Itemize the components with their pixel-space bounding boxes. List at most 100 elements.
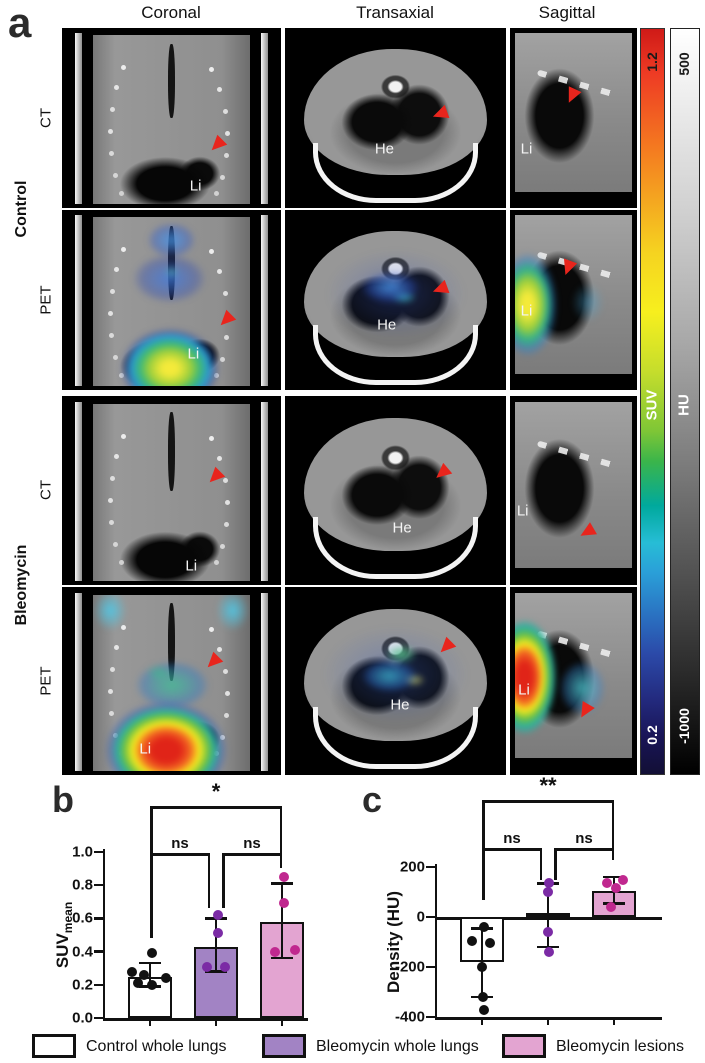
column-header-sagittal: Sagittal (538, 3, 596, 22)
c-data-point-0 (485, 938, 495, 949)
c-y-axis (434, 864, 437, 1020)
image-bleomycin-pet-coronal: Li (62, 587, 281, 775)
b-y-tick-label: 0.4 (72, 943, 93, 961)
c-sig-bracket-leg (611, 848, 614, 860)
b-data-point-1 (220, 961, 230, 972)
c-sig-label: ** (539, 773, 557, 798)
b-x-axis (102, 1018, 308, 1021)
hu-colorbar (670, 28, 700, 775)
c-sig-bracket (482, 848, 542, 851)
scanner-bed-arc (312, 707, 479, 770)
legend-label-bleomycin-lungs: Bleomycin whole lungs (316, 1038, 479, 1055)
c-y-tick-label: 0 (416, 908, 425, 926)
c-data-point-1 (544, 878, 554, 889)
hu-colorbar-min: -1000 (676, 708, 692, 744)
image-control-ct-sagittal: Li (510, 28, 637, 208)
b-y-tick (94, 917, 103, 920)
b-data-point-1 (202, 961, 212, 972)
b-error-bar-2 (280, 883, 284, 959)
c-data-point-0 (479, 922, 489, 932)
b-data-point-0 (147, 948, 157, 959)
c-data-point-1 (543, 927, 553, 937)
scanner-bed-arc (312, 324, 479, 385)
panel-a-label: a (8, 0, 32, 46)
row-label-bleomycin-pet: PET (37, 666, 55, 696)
b-error-cap-2 (271, 882, 293, 885)
c-sig-label: ns (503, 830, 521, 847)
c-y-tick-label: -400 (394, 1008, 425, 1026)
pet-uptake-overlay (337, 632, 454, 712)
trachea-shadow (168, 43, 175, 119)
image-bleomycin-ct-coronal: Li (62, 396, 281, 585)
pet-uptake-overlay (121, 223, 222, 326)
c-sig-bracket-leg (611, 800, 614, 860)
organ-label-li: Li (185, 557, 198, 575)
b-data-point-1 (213, 910, 223, 921)
c-data-point-1 (543, 887, 553, 897)
organ-label-he: He (377, 316, 397, 334)
b-sig-bracket-leg (279, 853, 282, 868)
b-data-point-0 (161, 973, 171, 984)
suv-colorbar-max: 1.2 (644, 52, 660, 72)
organ-label-li: Li (520, 302, 533, 320)
pet-uptake-overlay (117, 325, 222, 387)
group-label-control: Control (13, 180, 30, 238)
b-error-bar-1 (214, 918, 218, 972)
image-control-pet-coronal: Li (62, 210, 281, 390)
c-category-tick-0 (480, 1017, 484, 1025)
legend-label-control: Control whole lungs (86, 1038, 227, 1055)
rib-dots (120, 433, 126, 439)
c-y-tick (426, 1015, 435, 1019)
panel-b-label: b (52, 779, 74, 820)
b-sig-bracket-leg (279, 806, 282, 868)
scan-anatomy (289, 592, 502, 772)
b-data-point-0 (133, 978, 143, 989)
b-data-point-2 (279, 871, 289, 882)
organ-label-li: Li (139, 740, 152, 758)
b-y-tick (94, 850, 103, 854)
bed-rail-right (260, 33, 268, 205)
organ-label-he: He (392, 519, 412, 537)
suv-colorbar (640, 28, 665, 775)
image-bleomycin-ct-transaxial: He (285, 396, 506, 585)
legend-swatch-control (32, 1034, 76, 1058)
column-header-coronal: Coronal (141, 3, 201, 22)
b-y-tick-label: 1.0 (72, 843, 93, 861)
scan-anatomy (92, 35, 251, 205)
c-data-point-2 (611, 883, 621, 894)
bed-rail-left (75, 215, 83, 387)
organ-label-li: Li (189, 177, 202, 195)
b-sig-bracket-leg (150, 853, 153, 938)
c-data-point-2 (618, 874, 628, 885)
scan-anatomy (515, 401, 632, 568)
bed-rail-right (260, 215, 268, 387)
c-error-cap-2 (603, 875, 625, 879)
panel-c-label: c (362, 779, 383, 820)
scan-anatomy (289, 215, 502, 387)
scan-anatomy (92, 403, 251, 582)
b-error-cap-2 (271, 956, 293, 960)
b-sig-label: ns (243, 835, 261, 852)
b-y-tick (94, 883, 103, 887)
b-data-point-2 (279, 898, 289, 909)
trachea-shadow (168, 412, 175, 491)
image-bleomycin-ct-sagittal: Li (510, 396, 637, 585)
c-category-tick-1 (546, 1017, 550, 1025)
c-error-bar-1 (546, 883, 550, 947)
bed-rail-left (75, 592, 83, 772)
c-data-point-2 (606, 902, 616, 912)
b-sig-label: ns (171, 835, 189, 852)
scanner-bed-arc (312, 142, 479, 203)
b-data-point-2 (270, 946, 280, 957)
rib-dots (120, 65, 126, 71)
c-sig-bracket (482, 800, 614, 803)
b-sig-bracket-leg (207, 853, 210, 908)
b-category-tick-2 (280, 1018, 284, 1026)
legend-swatch-bleomycin-lesions (502, 1034, 546, 1058)
pet-uptake-overlay (92, 594, 251, 630)
b-error-bar-0 (148, 963, 152, 987)
c-y-tick (426, 865, 435, 869)
c-data-point-2 (602, 878, 612, 889)
row-label-control-pet: PET (37, 285, 55, 315)
